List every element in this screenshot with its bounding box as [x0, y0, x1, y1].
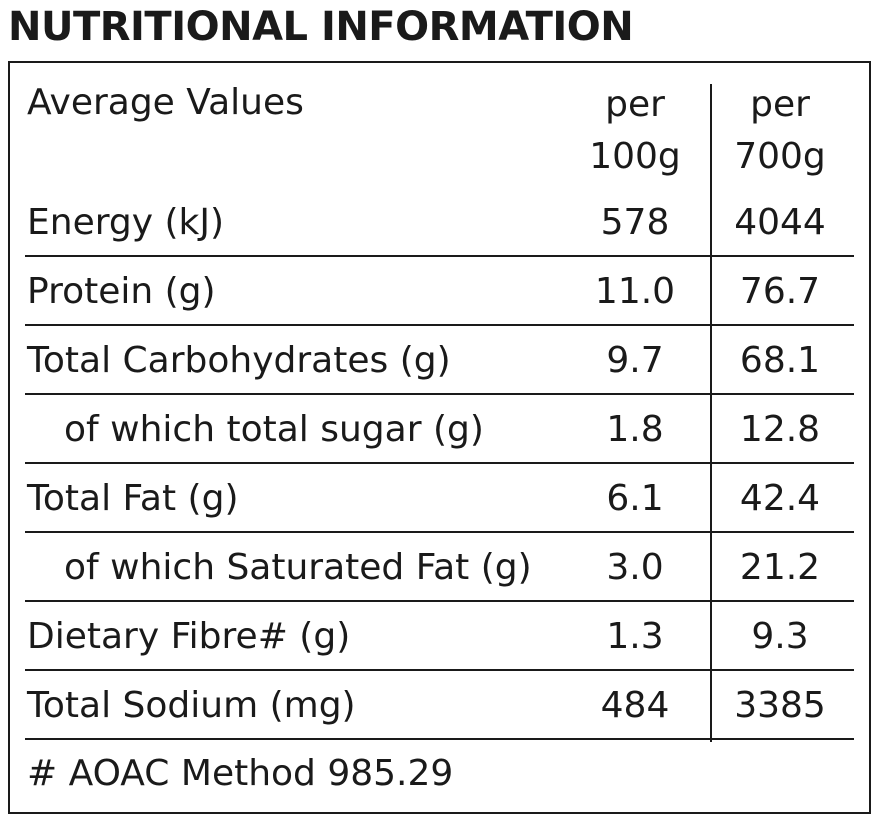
row-label-total-fat: Total Fat (g) [27, 478, 239, 519]
header-per-100g-line2: 100g [589, 136, 681, 177]
nutrition-table [8, 61, 871, 814]
row-value-per100g: 11.0 [594, 271, 676, 312]
row-divider [25, 393, 854, 395]
row-value-per700g: 3385 [734, 685, 826, 726]
footnote: # AOAC Method 985.29 [27, 753, 454, 794]
row-label-dietary-fibre: Dietary Fibre# (g) [27, 616, 351, 657]
row-value-per700g: 9.3 [751, 616, 809, 657]
row-value-per100g: 3.0 [606, 547, 664, 588]
column-divider [710, 84, 712, 742]
row-value-per100g: 9.7 [606, 340, 664, 381]
header-per-700g-line2: 700g [734, 136, 826, 177]
row-value-per700g: 12.8 [739, 409, 821, 450]
row-label-total-sugar: of which total sugar (g) [64, 409, 484, 450]
header-per-100g-line1: per [605, 84, 665, 125]
header-per-700g-line1: per [750, 84, 810, 125]
header-average-values: Average Values [27, 82, 304, 123]
row-label-energy: Energy (kJ) [27, 202, 225, 243]
row-value-per700g: 68.1 [739, 340, 821, 381]
row-value-per100g: 578 [600, 202, 670, 243]
row-divider [25, 669, 854, 671]
row-value-per700g: 21.2 [739, 547, 821, 588]
row-value-per100g: 484 [600, 685, 670, 726]
row-divider [25, 255, 854, 257]
row-value-per100g: 6.1 [606, 478, 664, 519]
row-value-per100g: 1.8 [606, 409, 664, 450]
row-divider [25, 462, 854, 464]
row-value-per100g: 1.3 [606, 616, 664, 657]
page-title: NUTRITIONAL INFORMATION [8, 4, 634, 50]
row-value-per700g: 42.4 [739, 478, 821, 519]
row-label-protein: Protein (g) [27, 271, 216, 312]
row-label-total-sodium: Total Sodium (mg) [27, 685, 356, 726]
row-label-saturated-fat: of which Saturated Fat (g) [64, 547, 532, 588]
row-divider [25, 324, 854, 326]
row-divider [25, 738, 854, 740]
row-divider [25, 531, 854, 533]
row-value-per700g: 4044 [734, 202, 826, 243]
row-divider [25, 600, 854, 602]
row-value-per700g: 76.7 [739, 271, 821, 312]
row-label-total-carbohydrates: Total Carbohydrates (g) [27, 340, 451, 381]
